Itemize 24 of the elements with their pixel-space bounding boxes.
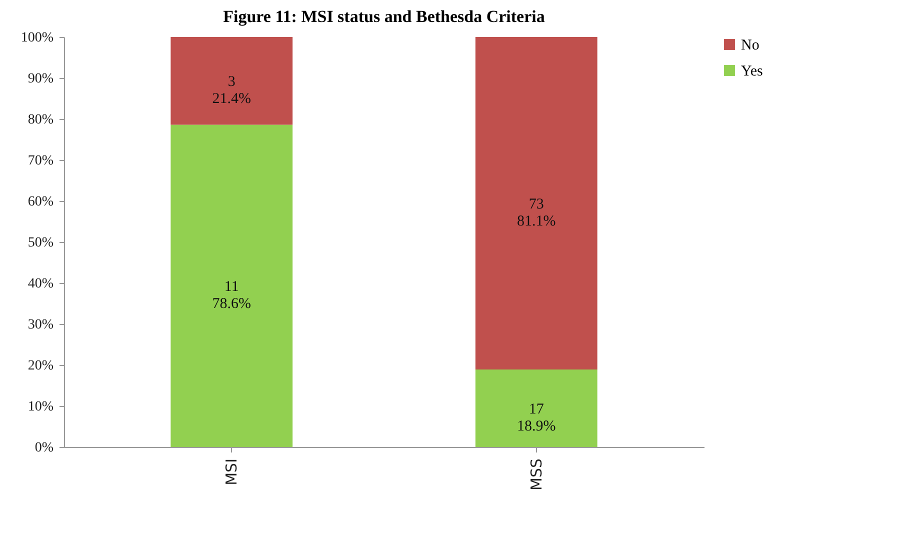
y-tick-label: 30%	[28, 318, 54, 332]
data-label: 11 78.6%	[212, 278, 251, 312]
data-label: 73 81.1%	[517, 196, 556, 230]
y-tick-label: 60%	[28, 194, 54, 210]
y-tick-label: 20%	[28, 358, 54, 374]
y-tick-label: 90%	[28, 72, 54, 86]
y-tick-label: 70%	[28, 154, 54, 168]
data-label: 3 21.4%	[212, 74, 251, 107]
data-label: 17 18.9%	[517, 401, 556, 434]
y-tick-label: 50%	[28, 236, 54, 250]
bar	[475, 370, 598, 447]
y-tick-label: 100%	[20, 30, 54, 46]
y-tick-label: 80%	[28, 112, 54, 128]
legend-label: Yes	[741, 64, 763, 80]
y-tick-label: 10%	[28, 400, 54, 414]
x-tick-label: MSS	[527, 458, 546, 490]
chart-title: Figure 11: MSI status and Bethesda Criteria	[223, 7, 546, 26]
legend-label: No	[741, 38, 760, 54]
bar	[475, 37, 598, 370]
bar	[170, 37, 293, 125]
y-tick-label: 0%	[34, 440, 54, 456]
x-tick-label: MSI	[222, 458, 241, 486]
y-tick-label: 40%	[28, 276, 54, 292]
bar	[170, 124, 293, 447]
